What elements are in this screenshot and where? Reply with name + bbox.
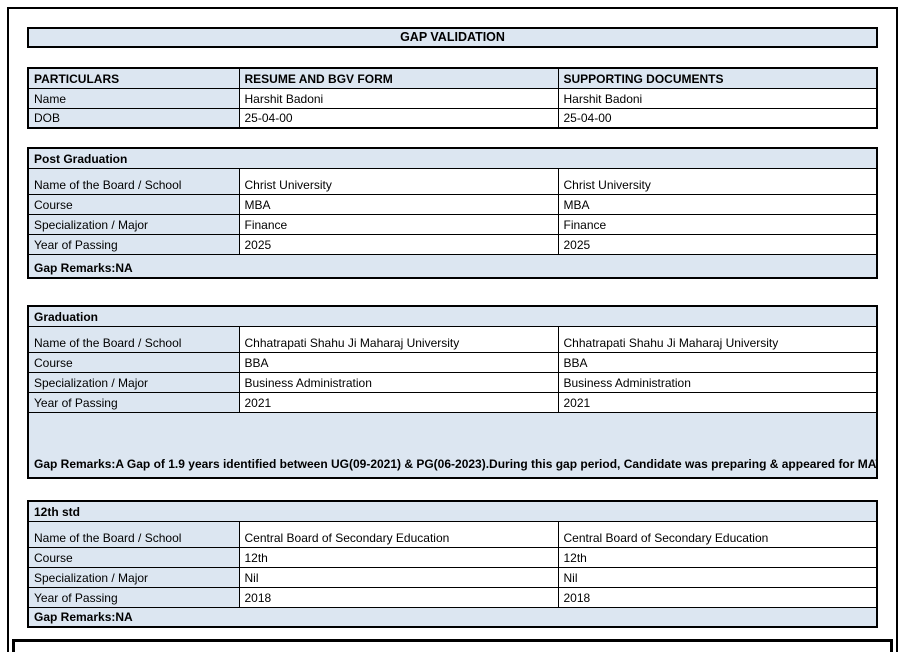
resume-value: Central Board of Secondary Education <box>238 520 559 548</box>
supporting-value: MBA <box>557 193 878 215</box>
gap-remarks-row: Gap Remarks:NA <box>27 253 878 279</box>
info-header-row: PARTICULARS RESUME AND BGV FORM SUPPORTI… <box>27 67 878 89</box>
resume-value: MBA <box>238 193 559 215</box>
supporting-value: Central Board of Secondary Education <box>557 520 878 548</box>
info-table: PARTICULARS RESUME AND BGV FORM SUPPORTI… <box>27 67 878 129</box>
row-label: DOB <box>27 107 240 129</box>
table-row: Course MBA MBA <box>27 193 878 215</box>
resume-value: BBA <box>238 351 559 373</box>
resume-value: Harshit Badoni <box>238 87 559 109</box>
resume-value: 2021 <box>238 391 559 413</box>
gap-remarks: Gap Remarks:A Gap of 1.9 years identifie… <box>27 411 878 479</box>
resume-value: Chhatrapati Shahu Ji Maharaj University <box>238 325 559 353</box>
table-row: Year of Passing 2018 2018 <box>27 586 878 608</box>
section-12th-std: 12th std Name of the Board / School Cent… <box>27 500 878 628</box>
section-post-graduation: Post Graduation Name of the Board / Scho… <box>27 147 878 279</box>
row-label: Name of the Board / School <box>27 167 240 195</box>
table-row: Course 12th 12th <box>27 546 878 568</box>
supporting-value: 2021 <box>557 391 878 413</box>
gap-remarks-row: Gap Remarks:A Gap of 1.9 years identifie… <box>27 411 878 479</box>
table-row: Name of the Board / School Central Board… <box>27 520 878 548</box>
section-title: Post Graduation <box>27 147 878 169</box>
table-row: Name of the Board / School Christ Univer… <box>27 167 878 195</box>
supporting-value: BBA <box>557 351 878 373</box>
column-header-resume: RESUME AND BGV FORM <box>238 67 559 89</box>
supporting-value: Harshit Badoni <box>557 87 878 109</box>
section-title: Graduation <box>27 305 878 327</box>
resume-value: Finance <box>238 213 559 235</box>
row-label: Specialization / Major <box>27 213 240 235</box>
supporting-value: Finance <box>557 213 878 235</box>
supporting-value: 12th <box>557 546 878 568</box>
supporting-value: Chhatrapati Shahu Ji Maharaj University <box>557 325 878 353</box>
supporting-value: Business Administration <box>557 371 878 393</box>
supporting-value: 2025 <box>557 233 878 255</box>
page-title: GAP VALIDATION <box>27 27 878 48</box>
supporting-value: Christ University <box>557 167 878 195</box>
resume-value: 2018 <box>238 586 559 608</box>
next-section-box <box>12 639 893 652</box>
resume-value: 25-04-00 <box>238 107 559 129</box>
row-label: Course <box>27 351 240 373</box>
table-row: Specialization / Major Finance Finance <box>27 213 878 235</box>
section-header-row: 12th std <box>27 500 878 522</box>
row-label: Name of the Board / School <box>27 325 240 353</box>
resume-value: Nil <box>238 566 559 588</box>
row-label: Course <box>27 193 240 215</box>
resume-value: 12th <box>238 546 559 568</box>
resume-value: Business Administration <box>238 371 559 393</box>
row-label: Year of Passing <box>27 233 240 255</box>
table-row: Name of the Board / School Chhatrapati S… <box>27 325 878 353</box>
column-header-particulars: PARTICULARS <box>27 67 240 89</box>
row-label: Year of Passing <box>27 586 240 608</box>
row-label: Name <box>27 87 240 109</box>
info-row-name: Name Harshit Badoni Harshit Badoni <box>27 87 878 109</box>
table-row: Year of Passing 2021 2021 <box>27 391 878 413</box>
supporting-value: Nil <box>557 566 878 588</box>
gap-remarks-row: Gap Remarks:NA <box>27 606 878 628</box>
gap-remarks: Gap Remarks:NA <box>27 253 878 279</box>
supporting-value: 2018 <box>557 586 878 608</box>
row-label: Course <box>27 546 240 568</box>
table-row: Year of Passing 2025 2025 <box>27 233 878 255</box>
table-row: Course BBA BBA <box>27 351 878 373</box>
resume-value: Christ University <box>238 167 559 195</box>
row-label: Year of Passing <box>27 391 240 413</box>
section-header-row: Post Graduation <box>27 147 878 169</box>
column-header-supporting: SUPPORTING DOCUMENTS <box>557 67 878 89</box>
row-label: Specialization / Major <box>27 371 240 393</box>
section-title: 12th std <box>27 500 878 522</box>
info-row-dob: DOB 25-04-00 25-04-00 <box>27 107 878 129</box>
table-row: Specialization / Major Business Administ… <box>27 371 878 393</box>
section-header-row: Graduation <box>27 305 878 327</box>
row-label: Name of the Board / School <box>27 520 240 548</box>
resume-value: 2025 <box>238 233 559 255</box>
gap-remarks: Gap Remarks:NA <box>27 606 878 628</box>
table-row: Specialization / Major Nil Nil <box>27 566 878 588</box>
supporting-value: 25-04-00 <box>557 107 878 129</box>
section-graduation: Graduation Name of the Board / School Ch… <box>27 305 878 479</box>
row-label: Specialization / Major <box>27 566 240 588</box>
